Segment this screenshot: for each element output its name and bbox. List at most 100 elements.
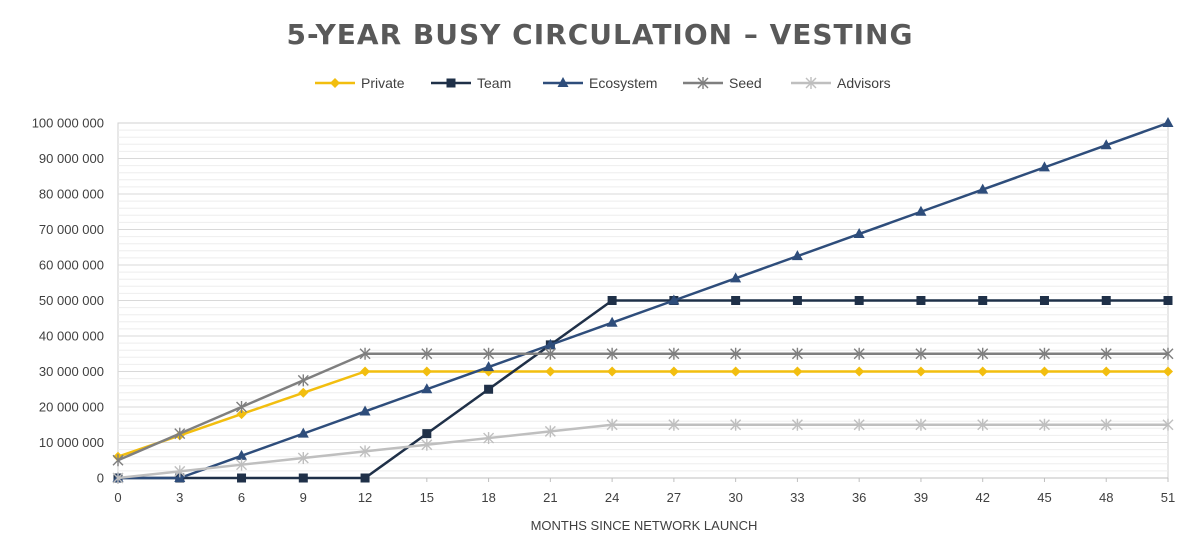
data-point-private [668,366,679,377]
data-point-advisors [668,418,680,431]
series-advisors [112,418,1174,484]
data-point-ecosystem [359,405,371,416]
legend-item-team: Team [431,75,511,91]
data-point-team [298,473,308,483]
data-point-advisors [977,418,989,431]
data-point-seed [1038,347,1050,360]
data-point-ecosystem [483,361,495,372]
data-point-private [1039,366,1050,377]
data-point-ecosystem [606,316,618,327]
x-tick-label: 0 [114,490,121,505]
data-point-seed [1162,347,1174,360]
x-tick-label: 39 [914,490,928,505]
data-point-team [422,429,432,439]
data-point-ecosystem [730,272,742,283]
data-point-seed [359,347,371,360]
data-point-seed [483,347,495,360]
data-point-ecosystem [853,227,865,238]
data-point-seed [606,347,618,360]
data-point-ecosystem [421,383,433,394]
data-point-ecosystem [236,449,248,460]
data-point-advisors [236,458,248,471]
legend-marker [557,77,569,87]
y-tick-label: 10 000 000 [39,435,104,450]
x-tick-label: 33 [790,490,804,505]
series-group [112,117,1174,484]
legend-marker [330,78,340,88]
data-point-private [1101,366,1112,377]
x-tick-label: 27 [667,490,681,505]
y-tick-label: 80 000 000 [39,187,104,202]
data-point-ecosystem [1162,117,1174,127]
y-tick-label: 0 [97,471,104,486]
data-point-private [360,366,371,377]
data-point-ecosystem [791,250,803,261]
x-tick-label: 36 [852,490,866,505]
data-point-ecosystem [544,338,556,349]
x-tick-label: 45 [1037,490,1051,505]
data-point-advisors [1038,418,1050,431]
data-point-private [1163,366,1173,377]
legend-label: Team [477,75,511,91]
data-point-advisors [791,418,803,431]
data-point-private [730,366,741,377]
data-point-seed [421,347,433,360]
data-point-team [484,384,494,394]
y-tick-label: 70 000 000 [39,222,104,237]
legend: Private Team Ecosystem Seed Advisors [315,75,891,91]
legend-label: Private [361,75,405,91]
data-point-advisors [1162,418,1174,431]
data-point-seed [915,347,927,360]
x-axis-label: MONTHS SINCE NETWORK LAUNCH [531,518,758,533]
data-point-seed [112,454,124,467]
data-point-team [978,296,988,305]
series-line-team [118,299,1168,480]
y-tick-label: 60 000 000 [39,258,104,273]
axes: 0 10 000 000 20 000 000 30 000 000 40 000 00… [32,116,1176,506]
data-point-seed [791,347,803,360]
data-point-seed [236,401,248,413]
data-point-seed [853,347,865,360]
x-tick-label: 12 [358,490,372,505]
series-team [113,296,1173,483]
y-tick-label: 50 000 000 [39,293,104,308]
chart-title: 5-YEAR BUSY CIRCULATION – VESTING [287,18,914,51]
legend-item-advisors: Advisors [791,75,891,91]
data-point-private [545,366,556,377]
data-point-ecosystem [297,427,309,438]
data-point-private [298,387,309,398]
data-point-advisors [421,438,433,451]
data-point-seed [297,374,309,387]
data-point-team [360,473,370,483]
data-point-advisors [853,418,865,431]
data-point-ecosystem [915,205,927,216]
legend-label: Seed [729,75,762,91]
data-point-seed [730,347,742,360]
data-point-team [1039,296,1049,305]
data-point-seed [668,347,680,360]
y-tick-label: 40 000 000 [39,329,104,344]
x-tick-label: 24 [605,490,619,505]
legend-item-ecosystem: Ecosystem [543,75,657,91]
data-point-team [607,296,617,305]
x-tick-label: 51 [1161,490,1175,505]
legend-marker [697,77,709,89]
data-point-advisors [174,465,186,478]
y-tick-label: 100 000 000 [32,116,104,131]
legend-item-seed: Seed [683,75,762,91]
x-tick-label: 9 [300,490,307,505]
x-tick-label: 18 [481,490,495,505]
x-tick-label: 6 [238,490,245,505]
data-point-private [421,366,432,377]
data-point-advisors [1100,418,1112,431]
x-tick-label: 15 [420,490,434,505]
data-point-team [1163,296,1173,305]
legend-item-private: Private [315,75,405,91]
data-point-private [607,366,618,377]
y-tick-label: 90 000 000 [39,151,104,166]
data-point-private [915,366,926,377]
data-point-private [236,409,247,420]
x-tick-label: 21 [543,490,557,505]
x-tick-label: 48 [1099,490,1113,505]
series-ecosystem [112,117,1174,482]
